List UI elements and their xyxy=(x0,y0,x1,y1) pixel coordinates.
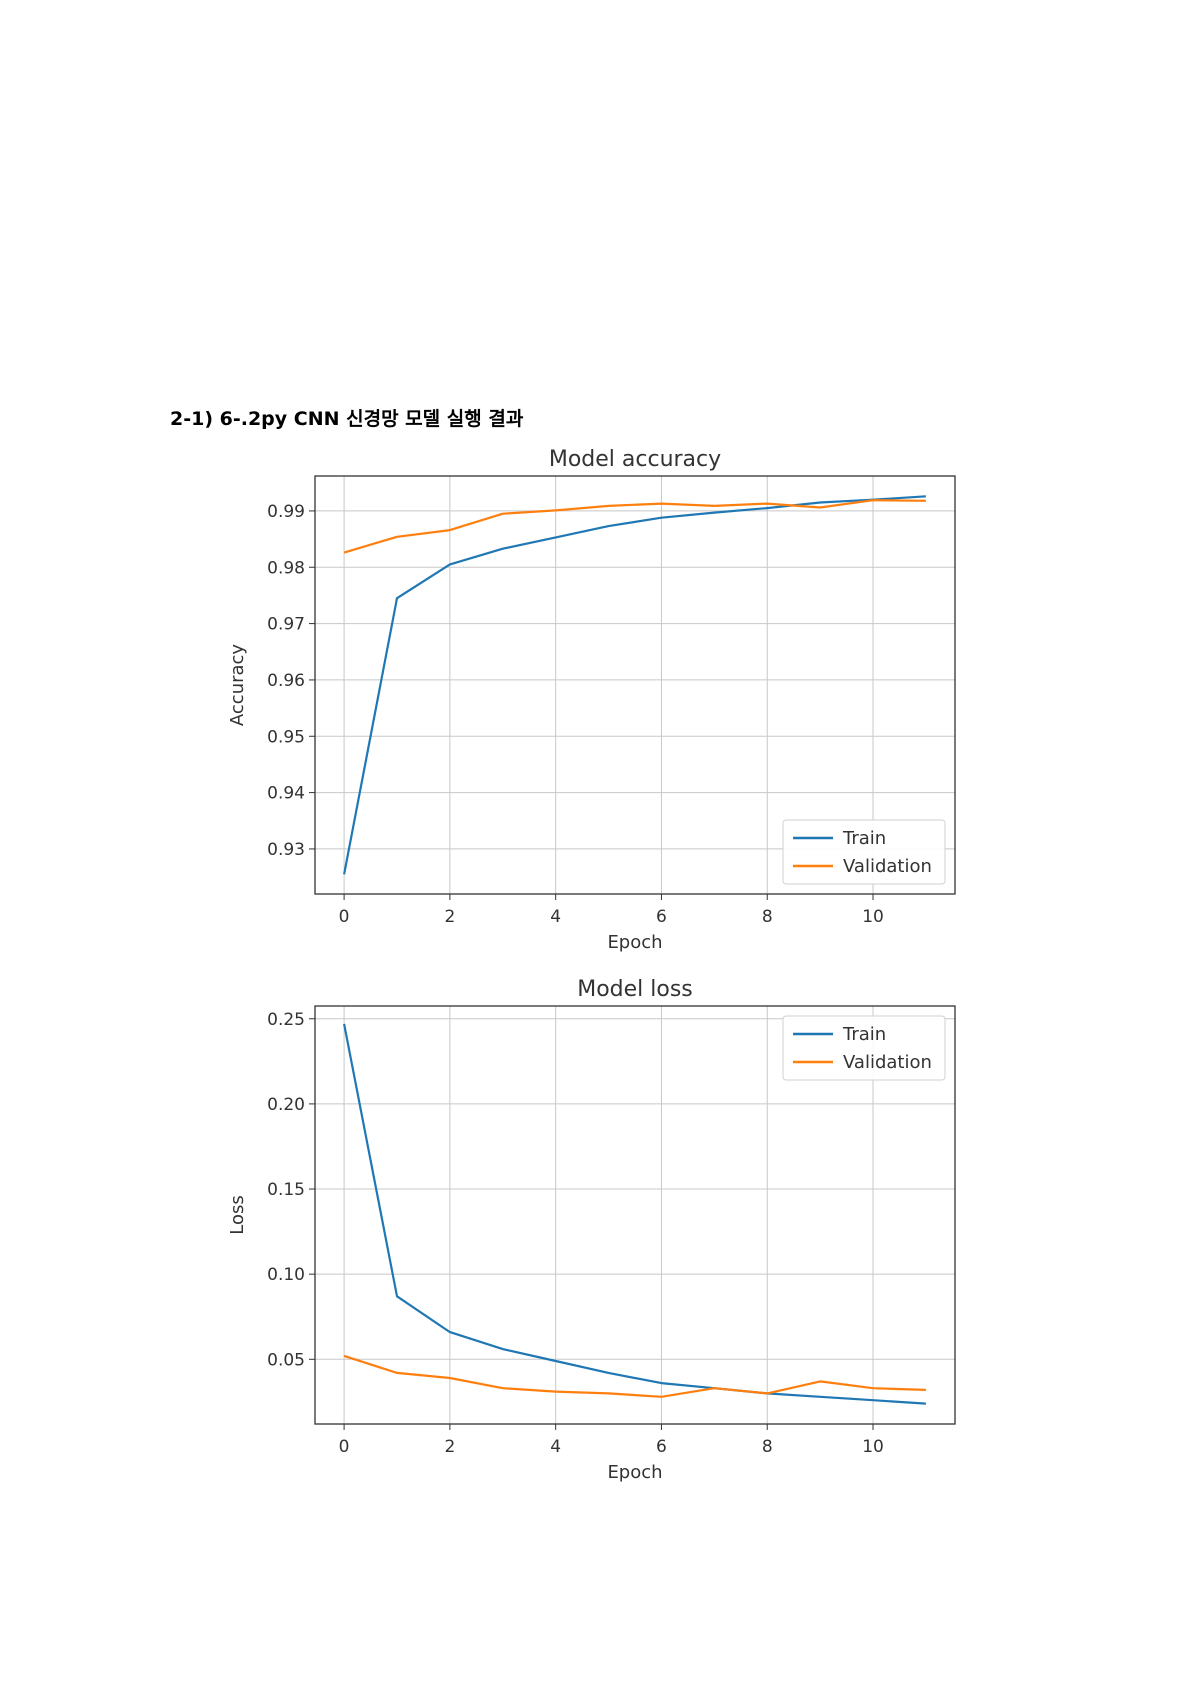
loss-series-train-line xyxy=(343,1023,926,1405)
accuracy-xtick-label-5: 10 xyxy=(862,907,884,927)
accuracy-ytick-label-6: 0.99 xyxy=(267,502,305,522)
loss-title: Model loss xyxy=(577,977,693,1002)
accuracy-ylabel: Accuracy xyxy=(227,644,248,727)
loss-ytick-label-1: 0.10 xyxy=(267,1265,305,1285)
loss-ytick-label-2: 0.15 xyxy=(267,1180,305,1200)
loss-legend-box xyxy=(782,1015,946,1081)
accuracy-title: Model accuracy xyxy=(549,447,721,472)
loss-xtick-label-2: 4 xyxy=(550,1437,561,1457)
accuracy-series-validation-line xyxy=(343,499,926,554)
loss-ytick-label-4: 0.25 xyxy=(267,1010,305,1030)
accuracy-xtick-label-2: 4 xyxy=(550,907,561,927)
accuracy-ytick-label-0: 0.93 xyxy=(267,840,305,860)
accuracy-legend-box xyxy=(782,819,946,885)
loss-xlabel: Epoch xyxy=(607,1462,662,1483)
accuracy-ytick-label-1: 0.94 xyxy=(267,784,305,804)
loss-legend-label-validation: Validation xyxy=(843,1052,932,1073)
loss-xtick-label-3: 6 xyxy=(656,1437,667,1457)
accuracy-xtick-label-0: 0 xyxy=(339,907,350,927)
accuracy-series-train-line xyxy=(343,495,926,875)
loss-plot-frame xyxy=(314,1005,956,1425)
loss-series-validation-line xyxy=(343,1354,926,1398)
page-heading: 2-1) 6-.2py CNN 신경망 모델 실행 결과 xyxy=(170,408,524,430)
accuracy-legend-label-validation: Validation xyxy=(843,856,932,877)
loss-legend-label-train: Train xyxy=(842,1024,886,1045)
accuracy-xlabel: Epoch xyxy=(607,932,662,953)
accuracy-chart: Model accuracy 0 2 4 6 8 10 0.93 0.94 0.95 0.96 0.9… xyxy=(200,438,980,958)
loss-chart: Model loss 0 2 4 6 8 10 0.05 0.10 0.15 0.20 0.25 Epo… xyxy=(200,968,980,1488)
accuracy-ytick-label-4: 0.97 xyxy=(267,615,305,635)
loss-ytick-label-3: 0.20 xyxy=(267,1095,305,1115)
loss-xtick-label-1: 2 xyxy=(444,1437,455,1457)
loss-ylabel: Loss xyxy=(227,1195,248,1234)
accuracy-ytick-label-3: 0.96 xyxy=(267,671,305,691)
accuracy-chart-svg: Model accuracy 0 2 4 6 8 10 0.93 0.94 0.95 0.96 0.9… xyxy=(227,447,956,953)
accuracy-xtick-label-4: 8 xyxy=(762,907,773,927)
accuracy-xtick-label-3: 6 xyxy=(656,907,667,927)
accuracy-legend-label-train: Train xyxy=(842,828,886,849)
accuracy-ytick-label-2: 0.95 xyxy=(267,727,305,747)
loss-ytick-label-0: 0.05 xyxy=(267,1350,305,1370)
accuracy-plot-frame xyxy=(314,475,956,895)
loss-xtick-label-0: 0 xyxy=(339,1437,350,1457)
loss-chart-svg: Model loss 0 2 4 6 8 10 0.05 0.10 0.15 0.20 0.25 Epo… xyxy=(227,977,956,1483)
accuracy-xtick-label-1: 2 xyxy=(444,907,455,927)
loss-xtick-label-5: 10 xyxy=(862,1437,884,1457)
accuracy-ytick-label-5: 0.98 xyxy=(267,558,305,578)
loss-xtick-label-4: 8 xyxy=(762,1437,773,1457)
